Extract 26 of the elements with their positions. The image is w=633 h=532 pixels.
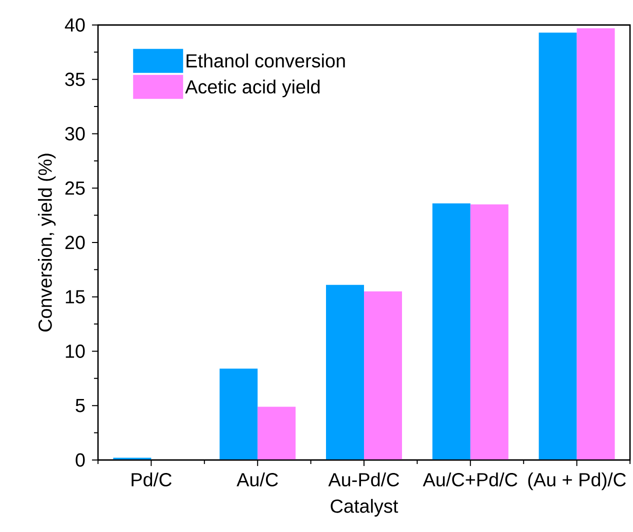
- bar: [432, 203, 470, 460]
- x-tick-label: Au/C+Pd/C: [422, 472, 518, 486]
- x-tick-label: Au-Pd/C: [328, 472, 400, 486]
- bar: [576, 28, 615, 460]
- x-tick-label: Pd/C: [132, 472, 172, 486]
- y-tick-label: 15: [66, 290, 85, 304]
- bar: [258, 406, 296, 460]
- x-tick-label: Au/C: [236, 472, 278, 486]
- legend-label: Acetic acid yield: [185, 80, 320, 98]
- y-tick-label: 30: [65, 127, 85, 140]
- bar: [326, 284, 364, 460]
- bar: [470, 204, 508, 460]
- x-axis-title: Catalyst: [330, 498, 398, 517]
- legend-label: Ethanol conversion: [186, 54, 345, 68]
- y-tick-label: 35: [65, 72, 85, 86]
- bar: [364, 291, 402, 460]
- bar: [538, 32, 577, 460]
- y-tick-label: 5: [76, 399, 85, 412]
- y-tick-label: 0: [76, 453, 85, 467]
- x-tick-label: (Au + Pd)/C: [528, 472, 626, 490]
- y-tick-label: 40: [64, 18, 85, 32]
- y-tick-label: 20: [65, 236, 85, 250]
- y-tick-label: 25: [65, 181, 85, 195]
- y-tick-label: 10: [66, 344, 85, 358]
- bar: [220, 368, 258, 460]
- y-axis-title: Conversion, yield (%): [38, 154, 56, 332]
